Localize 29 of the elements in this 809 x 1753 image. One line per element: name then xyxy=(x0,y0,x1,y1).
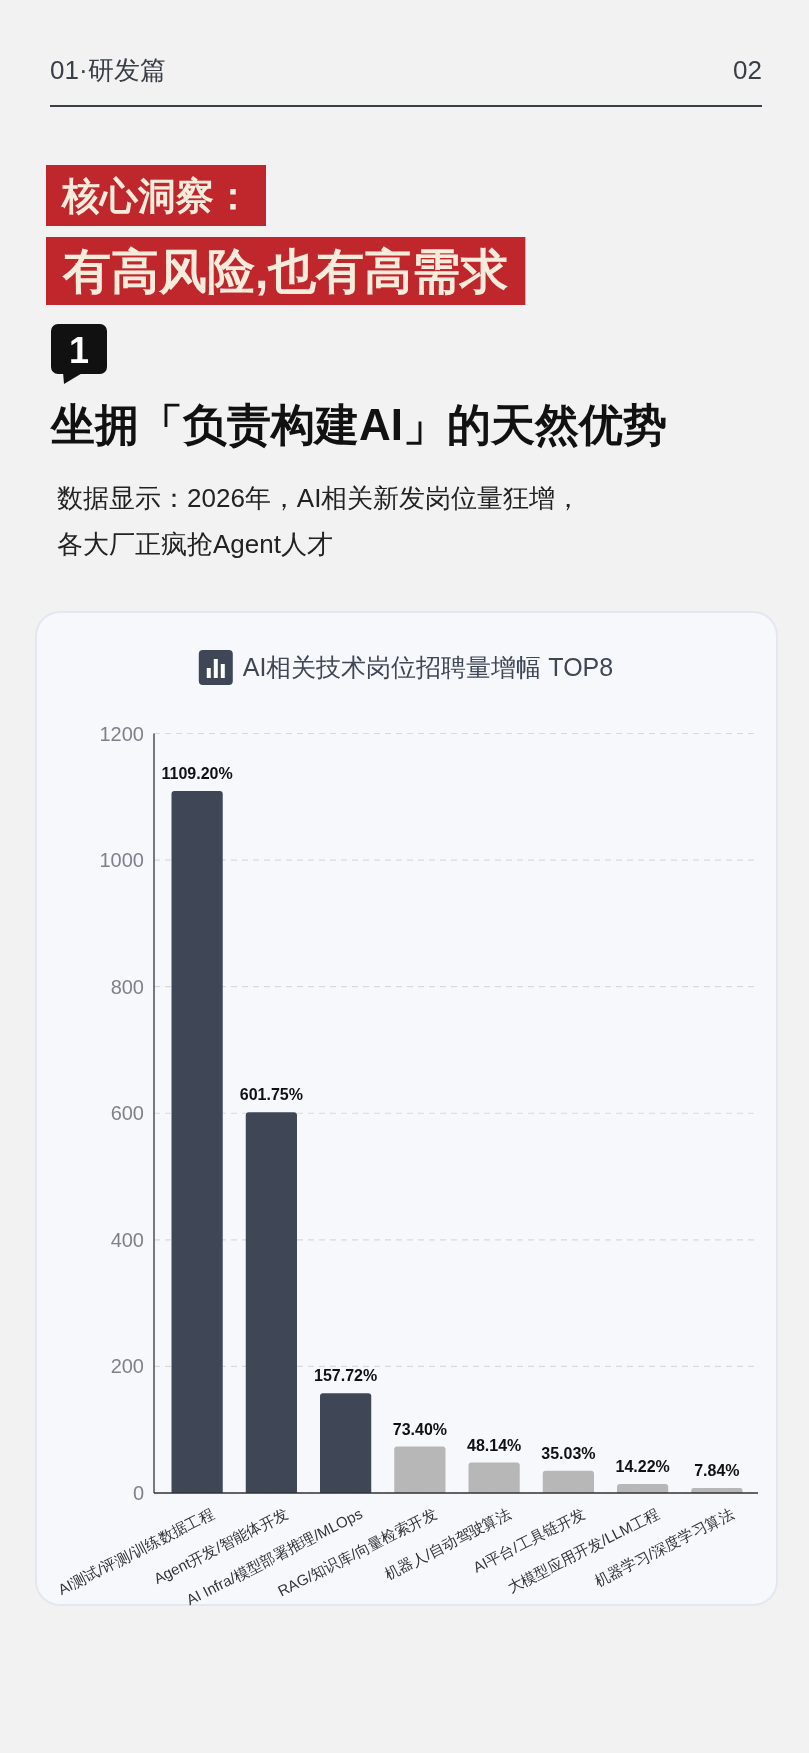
y-tick-label: 400 xyxy=(110,1228,144,1251)
data-label: 48.14% xyxy=(466,1436,522,1454)
y-tick-label: 1000 xyxy=(99,849,144,872)
y-tick-label: 600 xyxy=(110,1102,144,1125)
data-label: 73.40% xyxy=(392,1420,448,1438)
bar xyxy=(394,1446,446,1493)
bar xyxy=(320,1393,372,1493)
data-label: 1109.20% xyxy=(161,764,233,782)
data-label: 7.84% xyxy=(694,1462,740,1480)
bar xyxy=(171,790,223,1493)
bar xyxy=(542,1470,594,1493)
text: 各大厂正疯抢Agent人才 xyxy=(57,529,333,559)
data-label: 601.75% xyxy=(239,1086,303,1104)
y-tick-label: 1200 xyxy=(99,722,144,745)
text: 02 xyxy=(733,55,762,85)
bar xyxy=(245,1112,297,1493)
text: 有高风险,也有高需求 xyxy=(62,244,509,298)
text: 坐拥「负责构建AI」的天然优势 xyxy=(49,399,667,449)
text: 01·研发篇 xyxy=(50,55,166,85)
chart-title: AI相关技术岗位招聘量增幅 TOP8 xyxy=(242,653,614,681)
data-label: 14.22% xyxy=(615,1458,670,1475)
bar xyxy=(468,1462,520,1493)
data-label: 35.03% xyxy=(541,1444,596,1462)
text: 数据显示：2026年，AI相关新发岗位量狂增， xyxy=(57,483,582,513)
y-tick-label: 800 xyxy=(110,975,144,998)
y-tick-label: 200 xyxy=(110,1355,144,1378)
data-label: 157.72% xyxy=(314,1367,378,1385)
y-tick-label: 0 xyxy=(132,1482,144,1504)
text: 核心洞察： xyxy=(60,175,252,217)
